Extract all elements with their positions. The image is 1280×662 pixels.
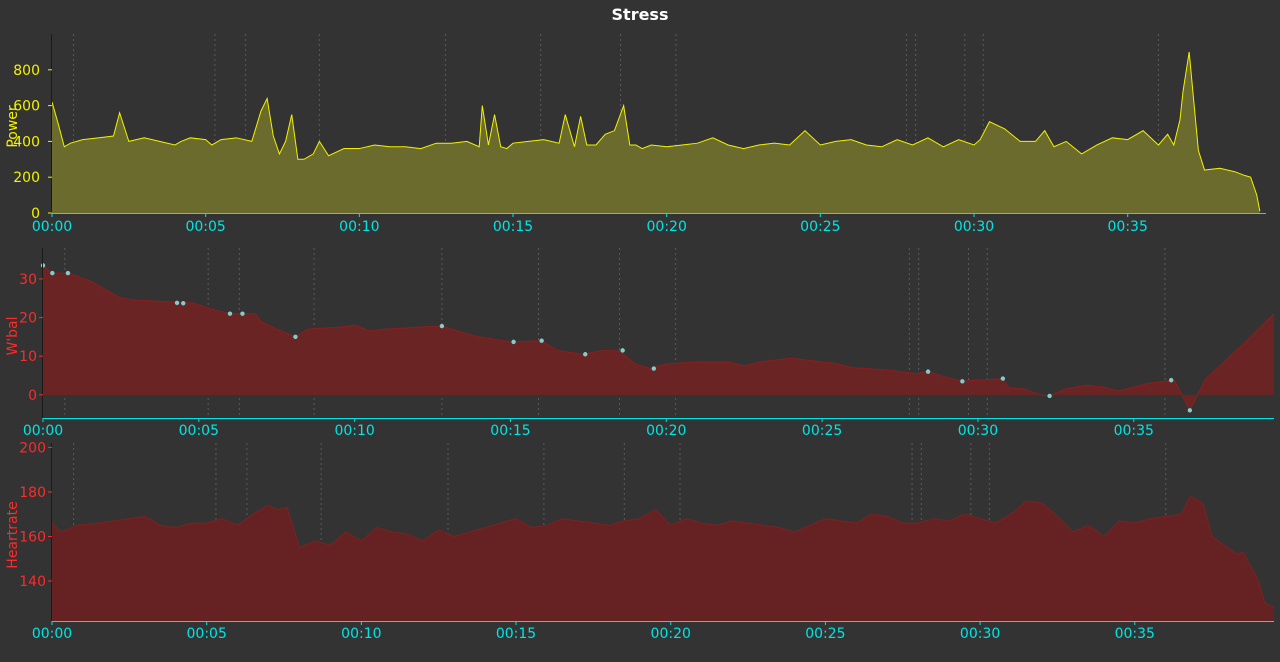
wbal-marker-point [960, 379, 965, 384]
x-tick-label: 00:15 [490, 423, 530, 439]
y-axis-label: Heartrate [5, 501, 21, 568]
y-tick-label: 140 [19, 574, 46, 590]
wbal-marker-point [50, 270, 55, 276]
x-tick-label: 00:05 [179, 423, 219, 439]
x-tick-label: 00:00 [32, 219, 72, 235]
wbal-marker-point [1187, 408, 1193, 413]
x-tick-label: 00:30 [954, 219, 994, 235]
wbal-marker-point [240, 311, 245, 316]
x-tick-label: 00:00 [32, 626, 72, 642]
wbal-marker-point [439, 323, 445, 329]
wbal-marker-point [620, 348, 625, 353]
wbal-marker-point [181, 301, 186, 306]
series-line-hr [51, 495, 1275, 609]
y-tick-label: 0 [28, 388, 37, 404]
y-tick-label: 10 [19, 349, 37, 365]
x-tick-label: 00:30 [958, 423, 998, 439]
wbal-marker-point [925, 369, 931, 374]
y-axis-label: Power [5, 105, 21, 148]
x-tick-label: 00:35 [1115, 626, 1155, 642]
y-tick-label: 400 [13, 134, 40, 150]
x-tick-label: 00:10 [341, 626, 381, 642]
x-tick-label: 00:00 [23, 423, 63, 439]
x-tick-label: 00:25 [800, 219, 840, 235]
chart-panel-hr: 140 160 180 200 Heartrate 00:00 00:05 00:10 00:1… [5, 440, 1275, 642]
x-tick-label: 00:25 [802, 423, 842, 439]
chart-title: Stress [612, 5, 669, 24]
wbal-marker-point [1168, 377, 1174, 383]
x-tick-label: 00:20 [646, 423, 686, 439]
x-tick-label: 00:20 [647, 219, 687, 235]
y-axis-label: W'bal [5, 316, 21, 355]
y-tick-label: 200 [13, 170, 40, 186]
series-area-power [52, 51, 1260, 214]
wbal-marker-point [174, 300, 180, 306]
x-tick-label: 00:35 [1108, 219, 1148, 235]
x-tick-label: 00:35 [1114, 423, 1154, 439]
y-tick-label: 800 [13, 63, 40, 79]
wbal-marker-point [293, 334, 298, 340]
x-tick-label: 00:10 [339, 219, 379, 235]
series-area-hr [52, 496, 1274, 621]
y-tick-label: 30 [19, 272, 37, 288]
wbal-marker-point [583, 352, 588, 357]
x-tick-label: 00:10 [334, 423, 374, 439]
chart-panel-wbal: 0 10 20 30 W'bal 00:00 00:05 00:10 00:15 00:20 00:… [5, 248, 1275, 439]
x-tick-label: 00:25 [805, 626, 845, 642]
y-tick-label: 0 [31, 206, 40, 222]
wbal-marker-point [1047, 393, 1052, 399]
y-tick-label: 20 [19, 311, 37, 327]
chart-panel-power: 0 200 400 600 800 Power 00:00 00:05 00:10 00:15 00… [5, 34, 1266, 235]
wbal-marker-point [227, 311, 233, 316]
wbal-marker-point [65, 270, 71, 276]
y-tick-label: 180 [19, 485, 46, 501]
wbal-marker-point [1000, 376, 1006, 381]
x-tick-label: 00:15 [496, 626, 536, 642]
x-tick-label: 00:15 [493, 219, 533, 235]
wbal-marker-point [651, 366, 657, 371]
x-tick-label: 00:05 [185, 219, 225, 235]
y-tick-label: 200 [19, 440, 46, 456]
wbal-marker-point [539, 338, 544, 343]
x-tick-label: 00:05 [187, 626, 227, 642]
y-tick-label: 160 [19, 529, 46, 545]
series-line-power [51, 51, 1261, 212]
wbal-marker-point [511, 339, 516, 345]
series-area-wbal [43, 265, 1274, 411]
series-line-wbal [42, 265, 1275, 412]
y-tick-label: 600 [13, 99, 40, 115]
x-tick-label: 00:20 [651, 626, 691, 642]
x-tick-label: 00:30 [960, 626, 1000, 642]
